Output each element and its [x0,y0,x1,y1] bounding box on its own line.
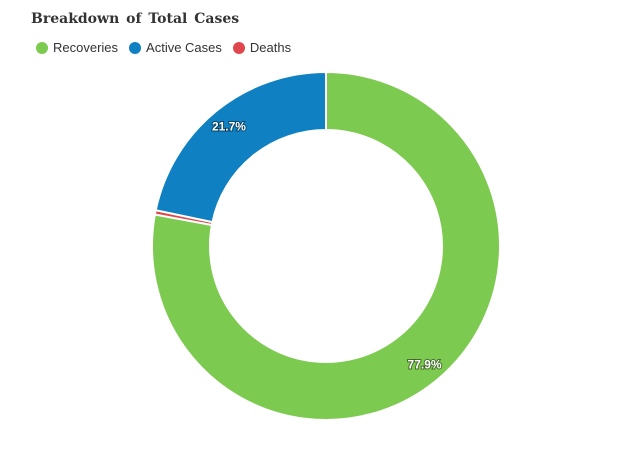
slice-recoveries[interactable] [151,70,501,421]
legend-swatch-active-cases [129,41,142,54]
legend: Recoveries Active Cases Deaths [36,40,302,55]
legend-label-deaths: Deaths [249,40,292,55]
legend-label-active-cases: Active Cases [146,40,222,55]
data-label-recoveries: 77.9% [408,357,442,371]
legend-item-active-cases[interactable]: Active Cases [129,40,222,55]
chart-title: Breakdown of Total Cases [31,11,240,27]
legend-label-recoveries: Recoveries [53,40,119,55]
legend-item-deaths[interactable]: Deaths [232,40,292,55]
data-label-active-cases: 21.7% [212,119,246,133]
slice-active-cases[interactable] [154,70,327,224]
legend-swatch-deaths [232,41,245,54]
legend-swatch-recoveries [36,41,48,54]
legend-item-recoveries[interactable]: Recoveries [36,40,118,55]
